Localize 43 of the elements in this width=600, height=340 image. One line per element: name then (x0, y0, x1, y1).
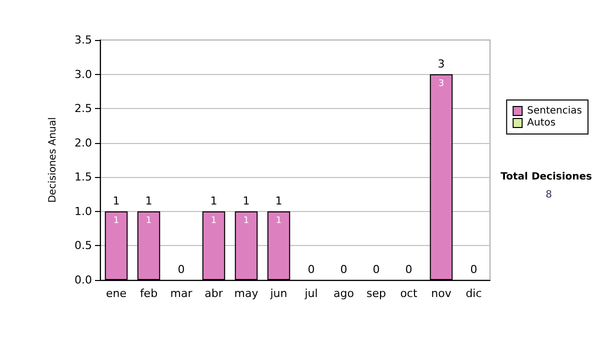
text: Total Decisiones (500, 172, 592, 182)
x-tick-label: mar (170, 287, 193, 300)
y-tick-label: 0.5 (74, 239, 92, 252)
total-label: 0 (308, 263, 315, 276)
data-label: 1 (113, 216, 120, 226)
total-label: 0 (405, 263, 412, 276)
y-tick-label: 1.5 (74, 170, 92, 184)
x-tick-label: jun (269, 287, 288, 300)
data-label: 1 (210, 216, 217, 226)
x-tick-label: oct (400, 287, 418, 300)
y-tick-label: 1.0 (74, 204, 92, 218)
total-label: 1 (210, 194, 218, 208)
y-tick-label: 2.0 (74, 136, 92, 150)
data-label: 1 (276, 216, 282, 226)
x-tick-label: feb (140, 287, 158, 300)
legend-label: Autos (527, 118, 556, 128)
y-tick-label: 3.5 (74, 34, 92, 46)
total-label: 3 (438, 57, 445, 70)
total-label: 0 (470, 263, 478, 276)
total-label: 1 (242, 194, 250, 208)
total-label: 1 (275, 194, 282, 208)
y-axis-title: Decisiones Anual (48, 117, 58, 203)
data-label: 3 (438, 78, 444, 89)
data-label: 1 (243, 216, 250, 226)
x-tick-label: abr (204, 287, 224, 300)
y-tick-label: 2.5 (74, 102, 92, 116)
x-tick-label: jul (304, 287, 318, 300)
x-tick-label: may (234, 287, 259, 300)
total-label: 1 (112, 194, 120, 208)
x-tick-label: sep (366, 287, 386, 300)
legend-label: Sentencias (527, 106, 582, 116)
x-tick-label: nov (431, 287, 452, 300)
x-tick-label: ene (106, 287, 127, 300)
text: 8 (546, 190, 552, 200)
x-tick-label: ago (334, 287, 354, 300)
y-tick-label: 0.0 (74, 274, 92, 286)
x-tick-label: dic (466, 287, 482, 300)
total-label: 1 (145, 194, 152, 208)
total-label: 0 (372, 263, 380, 276)
total-label: 0 (340, 263, 348, 276)
total-label: 0 (178, 263, 185, 276)
y-tick-label: 3.0 (74, 68, 92, 81)
data-label: 1 (146, 216, 152, 226)
